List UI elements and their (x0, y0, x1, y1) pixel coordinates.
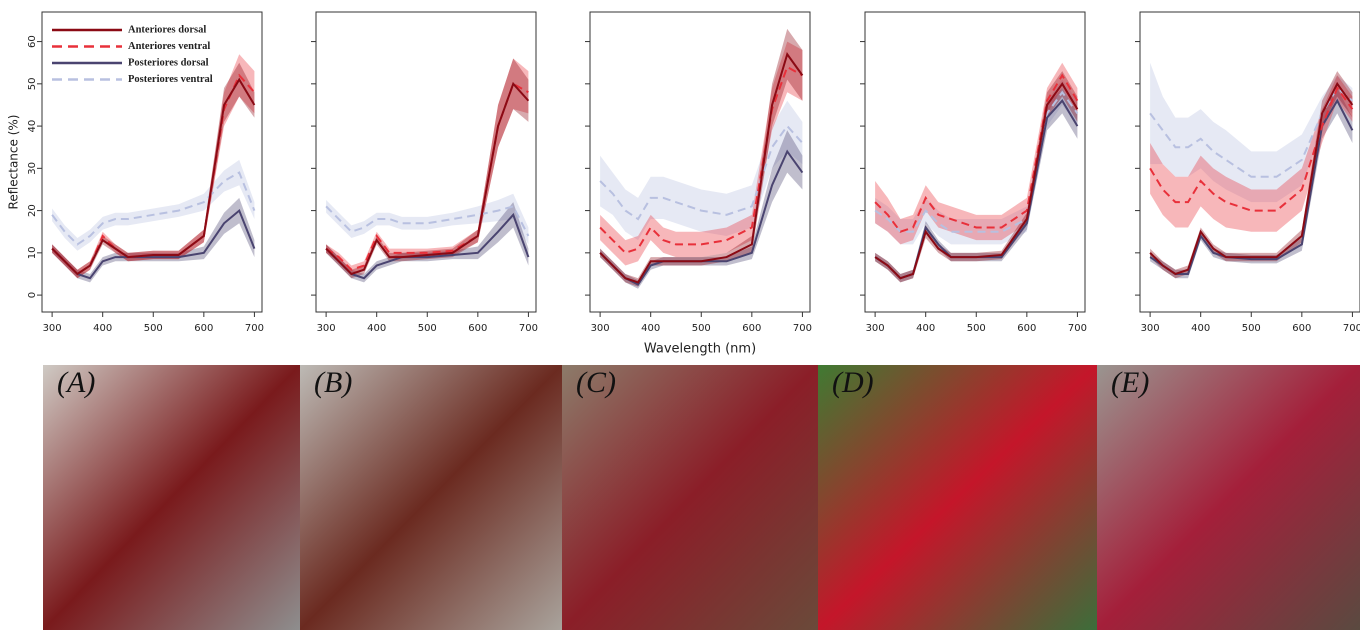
x-tick-label: 600 (1292, 323, 1311, 334)
wing-photo (300, 365, 562, 630)
x-tick-label: 500 (1242, 323, 1261, 334)
x-tick-label: 600 (1017, 323, 1036, 334)
x-tick-label: 300 (866, 323, 885, 334)
figure: 0 10 20 30 40 50 60 300 400 500 600 700 Reflectance … (0, 0, 1360, 630)
photo-label: (A) (57, 366, 95, 399)
x-tick-label: 600 (194, 323, 213, 334)
x-tick-label: 300 (43, 323, 62, 334)
x-tick-label: 500 (692, 323, 711, 334)
error-band (326, 58, 528, 278)
wing-photo (818, 365, 1097, 630)
x-axis-label: Wavelength (nm) (644, 342, 756, 357)
x-tick-label: 400 (641, 323, 660, 334)
error-band (52, 160, 254, 251)
x-tick-label: 500 (418, 323, 437, 334)
y-tick-label: 30 (27, 162, 38, 175)
y-tick-label: 0 (27, 292, 38, 298)
y-tick-label: 40 (27, 120, 38, 133)
photo-label: (E) (1111, 366, 1149, 399)
x-tick-label: 500 (144, 323, 163, 334)
photo-label: (B) (314, 366, 352, 399)
y-axis-label: Reflectance (%) (7, 115, 21, 210)
x-tick-label: 700 (519, 323, 538, 334)
x-tick-label: 500 (967, 323, 986, 334)
x-tick-label: 300 (317, 323, 336, 334)
x-tick-label: 300 (1141, 323, 1160, 334)
y-tick-label: 10 (27, 246, 38, 259)
y-tick-label: 60 (27, 35, 38, 48)
error-band (875, 71, 1077, 282)
x-tick-label: 400 (93, 323, 112, 334)
wing-photo (1097, 365, 1360, 630)
photo-label: (D) (832, 366, 874, 399)
legend-label: Anteriores ventral (128, 41, 210, 52)
y-tick-label: 20 (27, 204, 38, 217)
legend-label: Posteriores ventral (128, 74, 213, 85)
x-tick-label: 400 (916, 323, 935, 334)
x-tick-label: 600 (742, 323, 761, 334)
x-tick-label: 700 (245, 323, 264, 334)
series-line (875, 92, 1077, 231)
x-tick-label: 400 (1191, 323, 1210, 334)
x-tick-label: 700 (793, 323, 812, 334)
legend-label: Posteriores dorsal (128, 57, 209, 68)
wing-photo (562, 365, 818, 630)
x-tick-label: 600 (468, 323, 487, 334)
x-tick-label: 400 (367, 323, 386, 334)
y-tick-label: 50 (27, 77, 38, 90)
plot-frame (865, 12, 1085, 312)
photo-label: (C) (576, 366, 616, 399)
series-line (875, 75, 1077, 231)
x-tick-label: 700 (1343, 323, 1360, 334)
x-tick-label: 300 (591, 323, 610, 334)
legend-label: Anteriores dorsal (128, 24, 206, 35)
wing-photo (43, 365, 300, 630)
x-tick-label: 700 (1068, 323, 1087, 334)
error-band (875, 63, 1077, 245)
